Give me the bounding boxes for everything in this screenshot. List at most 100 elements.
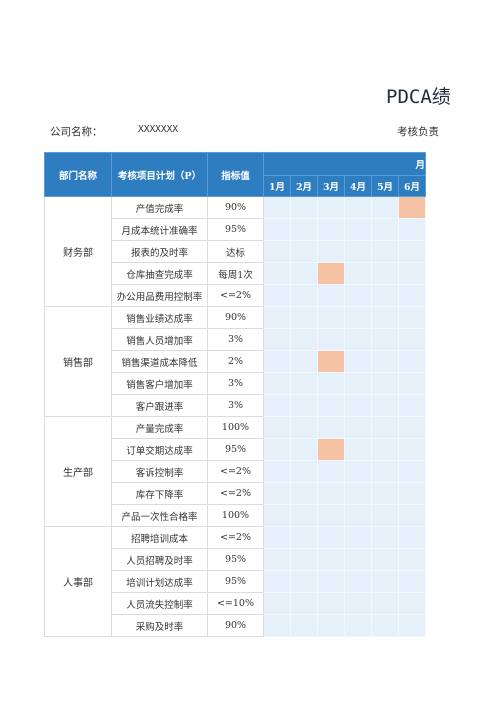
month-cell[interactable] <box>344 306 372 329</box>
month-cell[interactable] <box>317 592 345 615</box>
month-cell[interactable] <box>317 240 345 263</box>
month-cell[interactable] <box>371 306 399 329</box>
month-cell[interactable] <box>317 570 345 593</box>
month-cell[interactable] <box>371 416 399 439</box>
month-cell[interactable] <box>344 416 372 439</box>
month-cell[interactable] <box>290 284 318 307</box>
month-cell-highlighted[interactable] <box>398 196 426 219</box>
month-cell[interactable] <box>317 372 345 395</box>
month-cell[interactable] <box>398 438 426 461</box>
month-cell[interactable] <box>371 526 399 549</box>
month-cell[interactable] <box>290 328 318 351</box>
month-cell[interactable] <box>344 482 372 505</box>
month-cell[interactable] <box>371 240 399 263</box>
month-cell[interactable] <box>263 504 291 527</box>
month-cell[interactable] <box>344 240 372 263</box>
month-cell[interactable] <box>263 218 291 241</box>
month-cell[interactable] <box>371 350 399 373</box>
month-cell[interactable] <box>263 350 291 373</box>
month-cell[interactable] <box>371 482 399 505</box>
month-cell[interactable] <box>398 372 426 395</box>
month-cell[interactable] <box>371 592 399 615</box>
month-cell[interactable] <box>398 504 426 527</box>
month-cell[interactable] <box>371 438 399 461</box>
month-cell[interactable] <box>317 548 345 571</box>
month-cell[interactable] <box>398 306 426 329</box>
month-cell[interactable] <box>371 218 399 241</box>
month-cell[interactable] <box>398 416 426 439</box>
month-cell[interactable] <box>263 196 291 219</box>
month-cell[interactable] <box>371 460 399 483</box>
month-cell[interactable] <box>371 262 399 285</box>
month-cell[interactable] <box>344 350 372 373</box>
month-cell[interactable] <box>371 196 399 219</box>
month-cell[interactable] <box>263 548 291 571</box>
month-cell[interactable] <box>290 438 318 461</box>
month-cell[interactable] <box>263 284 291 307</box>
month-cell[interactable] <box>317 526 345 549</box>
month-cell[interactable] <box>317 482 345 505</box>
month-cell[interactable] <box>371 548 399 571</box>
month-cell[interactable] <box>371 570 399 593</box>
month-cell[interactable] <box>344 372 372 395</box>
month-cell[interactable] <box>317 218 345 241</box>
month-cell[interactable] <box>398 394 426 417</box>
month-cell[interactable] <box>290 416 318 439</box>
month-cell[interactable] <box>344 262 372 285</box>
month-cell[interactable] <box>263 592 291 615</box>
month-cell[interactable] <box>344 614 372 637</box>
month-cell[interactable] <box>371 614 399 637</box>
month-cell[interactable] <box>344 438 372 461</box>
month-cell[interactable] <box>398 482 426 505</box>
month-cell[interactable] <box>344 328 372 351</box>
month-cell[interactable] <box>398 570 426 593</box>
month-cell[interactable] <box>398 350 426 373</box>
month-cell[interactable] <box>317 284 345 307</box>
month-cell[interactable] <box>263 416 291 439</box>
month-cell[interactable] <box>290 614 318 637</box>
month-cell[interactable] <box>290 196 318 219</box>
month-cell[interactable] <box>344 548 372 571</box>
month-cell[interactable] <box>398 548 426 571</box>
month-cell[interactable] <box>371 504 399 527</box>
month-cell[interactable] <box>398 526 426 549</box>
month-cell[interactable] <box>317 306 345 329</box>
month-cell[interactable] <box>263 460 291 483</box>
month-cell[interactable] <box>344 196 372 219</box>
month-cell[interactable] <box>344 592 372 615</box>
month-cell[interactable] <box>290 548 318 571</box>
month-cell[interactable] <box>290 592 318 615</box>
month-cell[interactable] <box>398 328 426 351</box>
month-cell[interactable] <box>344 504 372 527</box>
month-cell[interactable] <box>263 482 291 505</box>
month-cell[interactable] <box>371 372 399 395</box>
month-cell[interactable] <box>263 614 291 637</box>
month-cell[interactable] <box>290 262 318 285</box>
month-cell[interactable] <box>263 438 291 461</box>
month-cell[interactable] <box>290 482 318 505</box>
month-cell[interactable] <box>263 240 291 263</box>
month-cell[interactable] <box>398 460 426 483</box>
month-cell[interactable] <box>317 328 345 351</box>
month-cell[interactable] <box>263 372 291 395</box>
month-cell[interactable] <box>344 526 372 549</box>
month-cell[interactable] <box>263 306 291 329</box>
month-cell[interactable] <box>398 218 426 241</box>
month-cell[interactable] <box>263 570 291 593</box>
month-cell[interactable] <box>317 504 345 527</box>
month-cell[interactable] <box>263 526 291 549</box>
month-cell[interactable] <box>371 284 399 307</box>
month-cell[interactable] <box>398 262 426 285</box>
month-cell[interactable] <box>344 394 372 417</box>
month-cell[interactable] <box>344 570 372 593</box>
month-cell[interactable] <box>263 328 291 351</box>
month-cell[interactable] <box>398 240 426 263</box>
month-cell[interactable] <box>398 592 426 615</box>
month-cell-highlighted[interactable] <box>317 438 345 461</box>
month-cell[interactable] <box>344 284 372 307</box>
month-cell[interactable] <box>290 372 318 395</box>
month-cell[interactable] <box>290 526 318 549</box>
month-cell[interactable] <box>290 350 318 373</box>
month-cell[interactable] <box>290 460 318 483</box>
month-cell[interactable] <box>317 460 345 483</box>
